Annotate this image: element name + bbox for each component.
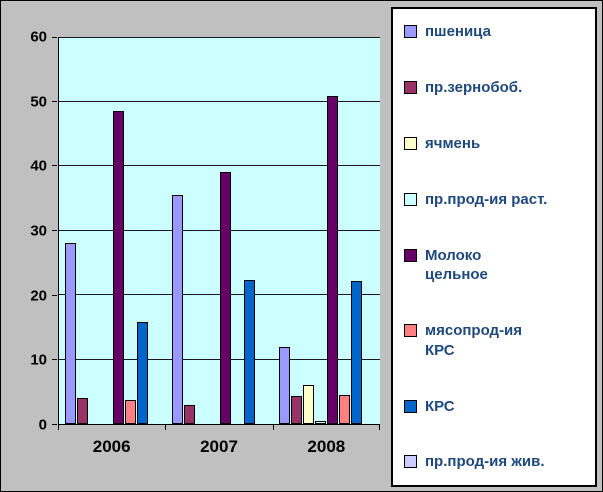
legend-label: пр.прод-ия раст. [425,190,548,208]
y-tick-mark [52,424,57,425]
legend-swatch [404,455,417,469]
bar-ячмень [303,385,314,424]
legend-item-пр.зернобоб.: пр.зернобоб. [404,78,589,98]
bar-мясопрод-ия КРС [125,400,136,424]
legend-swatch [404,192,417,206]
legend: пшеница пр.зернобоб. ячмень пр.прод-ия раст… [391,7,597,487]
x-axis: 2006 2007 2008 [58,425,380,470]
y-tick-label: 20 [30,287,47,305]
plot-area [58,37,380,425]
y-tick-mark [52,165,57,167]
legend-label: пр.зернобоб. [425,78,523,96]
bar-пр.зернобоб. [184,404,195,424]
legend-label: ячмень [425,134,481,152]
x-tick-mark [379,425,380,430]
legend-swatch [404,80,417,94]
gridline [59,358,380,360]
y-tick-mark [52,294,57,296]
bar-пр.прод-ия раст. [315,421,326,424]
legend-item-Молоко цельное: Молоко цельное [404,246,589,285]
bar-group-2008 [273,37,380,424]
legend-label: Молоко цельное [425,246,488,284]
legend-swatch [404,248,417,262]
legend-swatch [404,399,417,413]
y-tick-label: 0 [38,416,47,434]
legend-item-мясопрод-ия КРС: мясопрод-ия КРС [404,321,589,360]
bar-КРС [244,280,255,424]
bar-пшеница [279,346,290,424]
legend-swatch [404,25,417,38]
bar-пшеница [65,243,76,424]
legend-swatch [404,136,417,150]
legend-item-пшеница: пшеница [404,22,589,42]
y-tick-mark [52,359,57,361]
y-tick-label: 10 [30,351,47,369]
bar-пшеница [172,195,183,424]
bar-мясопрод-ия КРС [339,394,350,424]
y-tick-label: 60 [30,28,47,46]
bar-group-2006 [59,37,166,424]
bar-groups [59,37,380,424]
bar-пр.зернобоб. [291,396,302,424]
legend-item-пр.прод-ия раст.: пр.прод-ия раст. [404,190,589,210]
bar-Молоко цельное [327,96,338,424]
y-tick-mark [52,100,57,102]
bar-Молоко цельное [220,172,231,424]
bar-КРС [351,280,362,424]
x-category-label: 2006 [92,437,131,456]
legend-label: КРС [425,397,455,415]
legend-label: пр.прод-ия жив. [425,453,545,471]
bar-group-2007 [166,37,273,424]
x-category-label: 2007 [200,437,238,456]
bar-пр.зернобоб. [77,398,88,424]
x-category-label: 2008 [307,437,346,456]
bar-КРС [137,322,148,424]
gridline [59,294,380,296]
legend-item-КРС: КРС [404,397,589,417]
legend-item-ячмень: ячмень [404,134,589,154]
legend-label: пшеница [425,23,491,40]
x-tick-mark [58,425,59,430]
y-tick-label: 40 [30,157,47,175]
bar-Молоко цельное [113,111,124,424]
y-tick-mark [52,230,57,231]
legend-label: мясопрод-ия КРС [425,322,523,359]
y-tick-mark [52,37,57,38]
chart-canvas: 0 10 20 30 40 50 60 2006 2007 2008 [1,1,393,491]
x-tick-mark [272,425,274,430]
y-axis: 0 10 20 30 40 50 60 [1,29,58,434]
y-tick-label: 50 [30,93,47,111]
x-tick-mark [165,425,167,430]
gridline [59,165,380,167]
legend-swatch [404,324,417,338]
gridline [59,100,380,102]
y-tick-label: 30 [30,222,47,240]
legend-item-пр.прод-ия жив.: пр.прод-ия жив. [404,452,589,472]
gridline [59,37,380,38]
gridline [59,229,380,231]
